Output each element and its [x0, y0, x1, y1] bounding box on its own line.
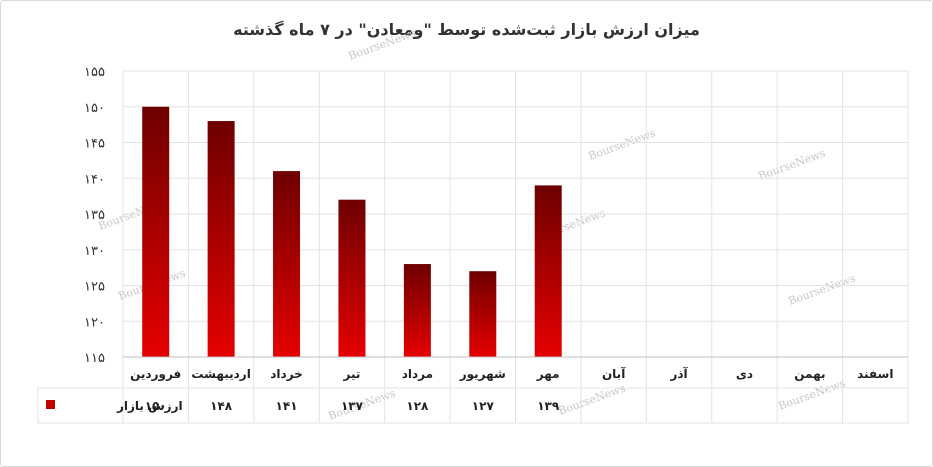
x-category-label: شهریور [459, 367, 506, 382]
x-category-label: فروردین [130, 367, 181, 382]
watermark-text: BourseNews [757, 146, 828, 182]
data-value-label: ۱۳۹ [537, 399, 560, 413]
legend-label: ارزش بازار [116, 399, 183, 413]
x-category-label: دی [736, 367, 753, 381]
x-category-label: اسفند [857, 367, 893, 381]
y-tick-label: ۱۲۰ [84, 315, 105, 330]
x-category-label: مهر [536, 367, 560, 381]
x-category-label: مرداد [402, 367, 433, 381]
watermark-text: BourseNews [347, 26, 418, 62]
y-tick-label: ۱۴۵ [84, 137, 105, 152]
chart-title: میزان ارزش بازار ثبت‌شده توسط "ومعادن" د… [233, 20, 700, 39]
data-value-label: ۱۲۷ [472, 399, 495, 413]
bar [142, 106, 170, 357]
x-category-label: خرداد [270, 367, 303, 381]
x-category-label: آذر [669, 366, 688, 381]
x-category-label: اردیبهشت [191, 367, 250, 381]
y-tick-label: ۱۲۵ [84, 280, 105, 295]
watermark-text: BourseNews [557, 381, 628, 417]
y-tick-label: ۱۴۰ [84, 172, 105, 187]
bar [469, 271, 497, 357]
data-value-label: ۱۴۱ [276, 399, 298, 413]
data-value-label: ۱۳۷ [341, 399, 364, 413]
y-tick-label: ۱۵۵ [84, 65, 105, 80]
legend-swatch [46, 400, 55, 409]
bar [403, 264, 431, 357]
x-category-label: تیر [343, 367, 361, 381]
bar [338, 199, 366, 357]
data-value-label: ۱۴۸ [210, 399, 233, 413]
x-category-label: بهمن [794, 367, 825, 381]
y-tick-label: ۱۱۵ [84, 351, 105, 366]
data-value-label: ۱۲۸ [406, 399, 429, 413]
y-tick-label: ۱۳۰ [84, 244, 105, 259]
bar [534, 185, 562, 357]
watermark-text: BourseNews [787, 271, 858, 307]
data-value-label: ۱۵۰ [145, 399, 167, 413]
y-tick-label: ۱۵۰ [84, 101, 105, 116]
watermark-text: BourseNews [777, 376, 848, 412]
bar [273, 171, 301, 357]
watermark-text: BourseNews [587, 126, 658, 162]
y-tick-label: ۱۳۵ [84, 208, 105, 223]
x-category-label: آبان [602, 366, 626, 381]
bar [207, 121, 235, 357]
